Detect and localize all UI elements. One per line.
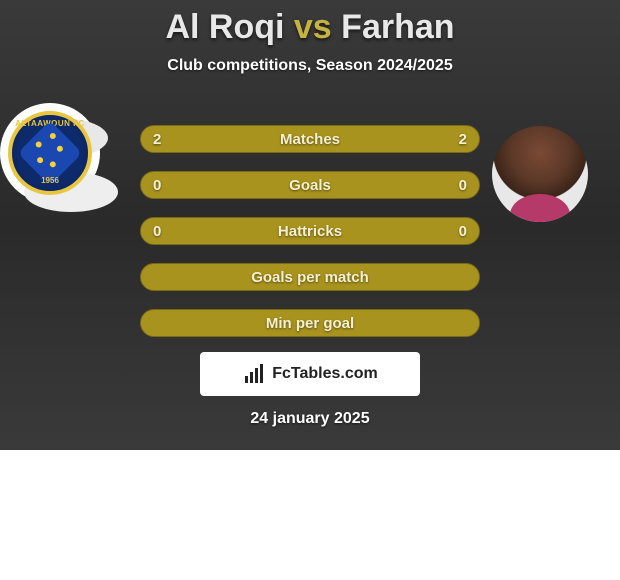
player2-name: Farhan (341, 8, 454, 46)
stat-label: Hattricks (278, 223, 342, 240)
stat-row-goals: 0 Goals 0 (140, 171, 480, 199)
stat-row-hattricks: 0 Hattricks 0 (140, 217, 480, 245)
stat-label: Goals per match (251, 269, 369, 286)
stat-row-mpg: Min per goal (140, 309, 480, 337)
subtitle: Club competitions, Season 2024/2025 (0, 57, 620, 75)
stat-left-value: 0 (153, 177, 161, 194)
crest-icon: ALTAAWOUN FC 1956 (8, 111, 92, 195)
player1-name: Al Roqi (165, 8, 284, 46)
stat-label: Goals (289, 177, 331, 194)
stat-row-matches: 2 Matches 2 (140, 125, 480, 153)
stat-row-gpm: Goals per match (140, 263, 480, 291)
stat-left-value: 0 (153, 223, 161, 240)
source-badge[interactable]: FcTables.com (200, 352, 420, 396)
stat-bars: 2 Matches 2 0 Goals 0 0 Hattricks 0 Goal… (140, 125, 480, 355)
stat-right-value: 2 (459, 131, 467, 148)
crest-year: 1956 (12, 176, 88, 185)
stat-label: Min per goal (266, 315, 354, 332)
stat-left-value: 2 (153, 131, 161, 148)
source-badge-text: FcTables.com (272, 365, 378, 383)
player2-avatar (492, 126, 588, 222)
stat-right-value: 0 (459, 177, 467, 194)
comparison-card: Al Roqi vs Farhan Club competitions, Sea… (0, 0, 620, 450)
date-label: 24 january 2025 (0, 410, 620, 428)
stat-label: Matches (280, 131, 340, 148)
vs-label: vs (294, 8, 332, 46)
stat-right-value: 0 (459, 223, 467, 240)
page-title: Al Roqi vs Farhan (0, 8, 620, 47)
bar-chart-icon (242, 362, 266, 386)
